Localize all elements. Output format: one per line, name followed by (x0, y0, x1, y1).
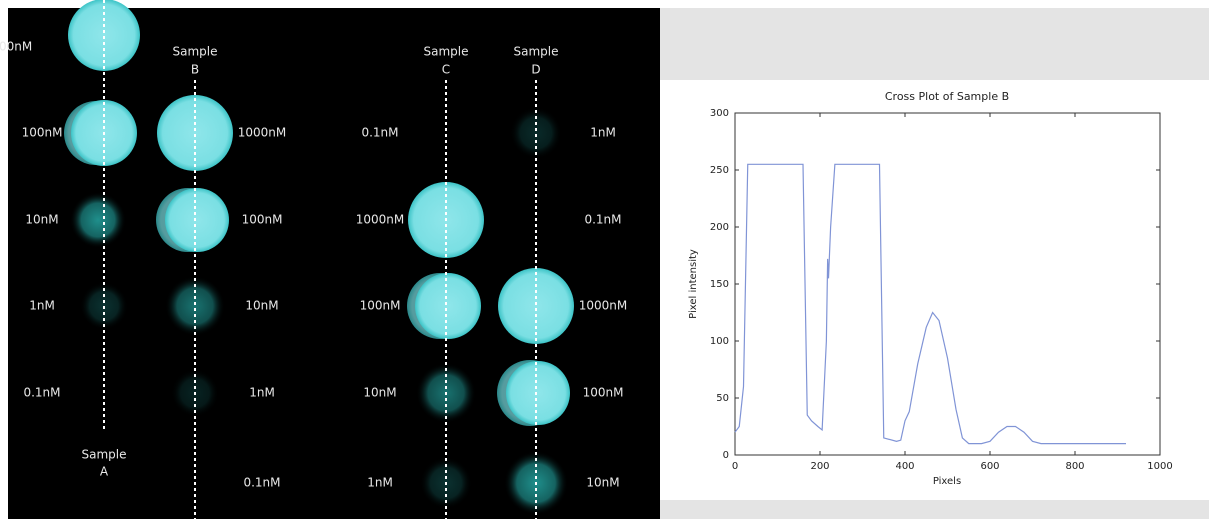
concentration-label: 0.1nM (584, 213, 621, 227)
sample-label: D (531, 63, 540, 77)
x-tick-label: 400 (895, 461, 914, 472)
chart-title: Cross Plot of Sample B (885, 90, 1009, 103)
y-axis-label: Pixel intensity (688, 249, 699, 319)
concentration-label: 100nM (22, 126, 63, 140)
spot (165, 188, 229, 252)
y-tick-label: 150 (710, 279, 729, 290)
concentration-label: 10nM (25, 213, 58, 227)
concentration-label: 0.1nM (361, 126, 398, 140)
x-tick-label: 800 (1065, 461, 1084, 472)
concentration-label: 100nM (360, 299, 401, 313)
concentration-label: 1000nM (0, 40, 32, 54)
y-tick-label: 0 (723, 450, 729, 461)
photo-background (8, 8, 660, 519)
concentration-label: 10nM (245, 299, 278, 313)
x-tick-label: 0 (732, 461, 738, 472)
concentration-label: 1000nM (356, 213, 405, 227)
panel-top (660, 8, 1209, 80)
concentration-label: 100nM (583, 386, 624, 400)
sample-label: A (100, 465, 109, 479)
figure-canvas: Sample A 1000nM 100nM 10nM 1nM 0.1nM Sample B 100… (0, 0, 1209, 519)
concentration-label: 1nM (590, 126, 616, 140)
x-axis-label: Pixels (933, 476, 961, 487)
sample-label: B (191, 63, 199, 77)
spot (510, 107, 562, 159)
concentration-label: 10nM (363, 386, 396, 400)
y-tick-label: 50 (716, 393, 729, 404)
spot (415, 273, 481, 339)
y-tick-label: 100 (710, 336, 729, 347)
concentration-label: 100nM (242, 213, 283, 227)
y-tick-label: 200 (710, 222, 729, 233)
concentration-label: 1000nM (238, 126, 287, 140)
x-tick-label: 200 (810, 461, 829, 472)
x-tick-label: 600 (980, 461, 999, 472)
panel-bottom (660, 500, 1209, 519)
sample-label: Sample (514, 45, 559, 59)
y-tick-label: 250 (710, 165, 729, 176)
sample-label: Sample (424, 45, 469, 59)
figure: Sample A 1000nM 100nM 10nM 1nM 0.1nM Sample B 100… (0, 0, 1209, 519)
concentration-label: 10nM (586, 476, 619, 490)
x-tick-label: 1000 (1147, 461, 1172, 472)
sample-label: Sample (173, 45, 218, 59)
data-line (735, 164, 1126, 443)
spot (70, 192, 126, 248)
concentration-label: 1nM (249, 386, 275, 400)
concentration-label: 1nM (29, 299, 55, 313)
sample-label: C (442, 63, 450, 77)
sample-label: Sample (82, 448, 127, 462)
concentration-label: 1000nM (579, 299, 628, 313)
concentration-label: 0.1nM (243, 476, 280, 490)
concentration-label: 0.1nM (23, 386, 60, 400)
spot (506, 361, 570, 425)
concentration-label: 1nM (367, 476, 393, 490)
y-tick-label: 300 (710, 108, 729, 119)
